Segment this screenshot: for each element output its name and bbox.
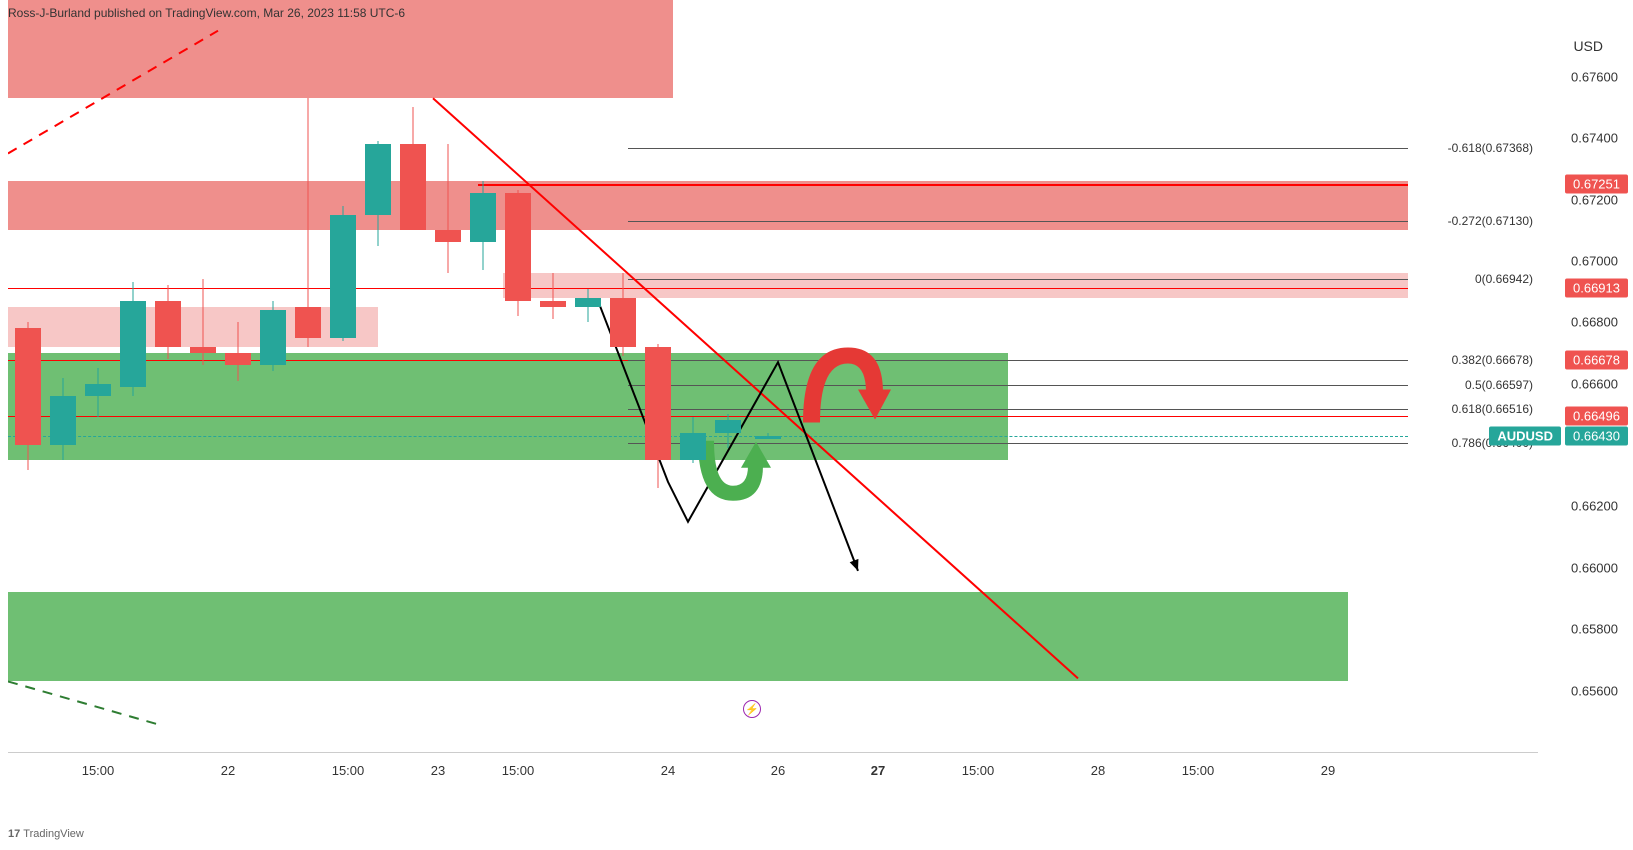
y-tick-label: 0.66000 xyxy=(1571,560,1618,575)
y-tick-label: 0.67600 xyxy=(1571,69,1618,84)
candle xyxy=(190,279,216,365)
x-tick-label: 15:00 xyxy=(962,763,995,778)
fib-label: -0.618(0.67368) xyxy=(1448,141,1533,155)
x-axis: 15:00 22 15:00 23 15:00 24 26 27 15:00 28 15:00 29 xyxy=(8,752,1538,792)
y-tick-label: 0.66200 xyxy=(1571,499,1618,514)
price-zone xyxy=(8,181,1408,230)
fib-line xyxy=(628,279,1408,280)
fib-label: 0.5(0.66597) xyxy=(1465,378,1533,392)
horizontal-line xyxy=(478,184,1408,186)
y-tick-label: 0.66800 xyxy=(1571,315,1618,330)
x-tick-label: 26 xyxy=(771,763,785,778)
y-tick-label: 0.67000 xyxy=(1571,253,1618,268)
price-tag: 0.67251 xyxy=(1565,174,1628,193)
x-tick-label: 15:00 xyxy=(82,763,115,778)
candle xyxy=(225,322,251,380)
candle xyxy=(50,378,76,461)
x-tick-label: 29 xyxy=(1321,763,1335,778)
horizontal-line xyxy=(8,416,1408,417)
y-tick-label: 0.66600 xyxy=(1571,376,1618,391)
candle xyxy=(645,344,671,488)
price-zone xyxy=(503,273,1408,298)
chart-plot[interactable] xyxy=(8,0,1538,752)
price-tag: 0.66913 xyxy=(1565,278,1628,297)
x-tick-label: 23 xyxy=(431,763,445,778)
candle xyxy=(295,98,321,347)
fib-label: 0.618(0.66516) xyxy=(1452,402,1533,416)
candle xyxy=(155,285,181,359)
symbol-price-tag: 0.66430 xyxy=(1565,426,1628,445)
x-tick-label: 28 xyxy=(1091,763,1105,778)
x-tick-label: 15:00 xyxy=(1182,763,1215,778)
candle xyxy=(85,368,111,417)
candle xyxy=(365,141,391,245)
candle xyxy=(610,273,636,356)
candle xyxy=(120,282,146,396)
price-tag: 0.66678 xyxy=(1565,350,1628,369)
fib-line xyxy=(628,443,1408,444)
candle xyxy=(715,414,741,448)
candle xyxy=(470,181,496,270)
candle xyxy=(755,433,781,439)
price-zone xyxy=(8,353,1008,460)
watermark: 17 TradingView xyxy=(8,828,84,840)
fib-label: 0(0.66942) xyxy=(1475,272,1533,286)
y-tick-label: 0.67200 xyxy=(1571,192,1618,207)
y-tick-label: 0.65800 xyxy=(1571,622,1618,637)
fib-label: -0.272(0.67130) xyxy=(1448,214,1533,228)
candle xyxy=(680,417,706,463)
go-to-realtime-icon[interactable]: ⚡ xyxy=(743,700,761,718)
chart-container: Ross-J-Burland published on TradingView.… xyxy=(0,0,1633,850)
x-tick-label: 27 xyxy=(871,763,885,778)
candle xyxy=(330,206,356,341)
trendline xyxy=(8,681,158,724)
y-tick-label: 0.67400 xyxy=(1571,131,1618,146)
x-tick-label: 15:00 xyxy=(502,763,535,778)
candle xyxy=(505,190,531,316)
fib-line xyxy=(628,385,1408,386)
candle xyxy=(575,289,601,323)
publish-info: Ross-J-Burland published on TradingView.… xyxy=(8,6,405,20)
candle xyxy=(260,301,286,372)
candle xyxy=(400,107,426,230)
x-tick-label: 24 xyxy=(661,763,675,778)
price-zone xyxy=(8,592,1348,681)
y-tick-label: 0.65600 xyxy=(1571,683,1618,698)
fib-line xyxy=(628,409,1408,410)
horizontal-line xyxy=(8,288,1408,289)
chart-area[interactable]: 0.67600 0.67400 0.67200 0.67000 0.66800 0.666… xyxy=(0,0,1633,850)
candle xyxy=(435,144,461,273)
fib-line xyxy=(628,148,1408,149)
fib-line xyxy=(628,221,1408,222)
candle xyxy=(15,322,41,469)
price-tag: 0.66496 xyxy=(1565,406,1628,425)
horizontal-line xyxy=(8,436,1408,437)
fib-label: 0.382(0.66678) xyxy=(1452,353,1533,367)
fib-line xyxy=(628,360,1408,361)
x-tick-label: 15:00 xyxy=(332,763,365,778)
x-tick-label: 22 xyxy=(221,763,235,778)
symbol-tag: AUDUSD xyxy=(1489,426,1561,445)
candle xyxy=(540,273,566,319)
projection-arrowhead xyxy=(850,559,859,571)
